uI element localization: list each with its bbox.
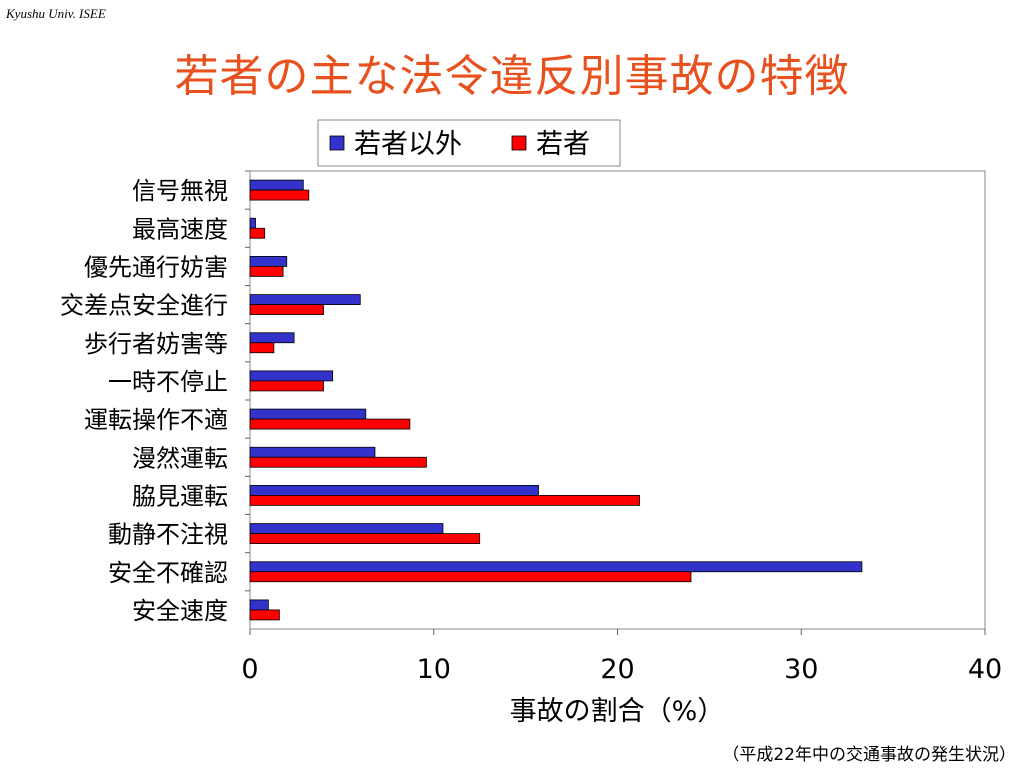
category-label: 最高速度 xyxy=(132,215,228,243)
x-tick-label: 30 xyxy=(784,654,818,685)
value-axis: 0 10 20 30 40 xyxy=(241,629,1002,685)
bar xyxy=(249,599,269,611)
bar xyxy=(249,380,324,392)
bar xyxy=(249,609,280,621)
legend: 若者以外 若者 xyxy=(317,119,621,167)
category-label: 運転操作不適 xyxy=(84,406,228,434)
bar xyxy=(249,342,275,354)
footnote: （平成22年中の交通事故の発生状況） xyxy=(722,745,1016,765)
bar xyxy=(249,523,444,534)
slide-title: 若者の主な法令違反別事故の特徴 xyxy=(174,51,850,102)
category-label: 一時不停止 xyxy=(108,368,228,396)
category-axis: 信号無視最高速度優先通行妨害交差点安全進行歩行者妨害等一時不停止運転操作不適漫然… xyxy=(60,170,250,625)
bar xyxy=(249,217,256,229)
x-tick-label: 20 xyxy=(600,654,634,685)
category-label: 安全不確認 xyxy=(108,559,228,587)
legend-swatch xyxy=(329,135,345,151)
legend-label: 若者以外 xyxy=(354,129,462,160)
bar xyxy=(249,266,284,277)
organization-label: Kyushu Univ. ISEE xyxy=(6,6,106,21)
legend-swatch xyxy=(511,135,527,151)
bars xyxy=(249,179,863,621)
bar xyxy=(249,294,361,305)
bar xyxy=(249,179,304,191)
bar xyxy=(249,485,539,496)
category-label: 漫然運転 xyxy=(132,444,228,472)
bar xyxy=(249,189,310,201)
category-label: 優先通行妨害 xyxy=(84,253,228,281)
bar xyxy=(249,227,266,239)
bar xyxy=(249,456,427,468)
x-axis-label: 事故の割合（%） xyxy=(510,696,725,727)
bar xyxy=(249,256,288,267)
legend-label: 若者 xyxy=(536,129,590,160)
category-label: 脇見運転 xyxy=(132,482,228,510)
bar xyxy=(249,332,295,344)
bar xyxy=(249,304,324,315)
legend-box xyxy=(317,119,621,167)
category-label: 交差点安全進行 xyxy=(60,292,228,320)
bar xyxy=(249,561,863,573)
bar xyxy=(249,495,640,506)
bar xyxy=(249,408,367,420)
plot-area xyxy=(249,170,986,630)
x-tick-label: 0 xyxy=(241,654,258,685)
category-label: 信号無視 xyxy=(132,177,228,205)
category-label: 動静不注視 xyxy=(108,521,228,549)
bar xyxy=(249,533,481,544)
bar xyxy=(249,418,411,430)
category-label: 安全速度 xyxy=(132,597,228,625)
bar xyxy=(249,370,334,382)
x-tick-label: 40 xyxy=(968,654,1002,685)
bar xyxy=(249,446,376,458)
category-label: 歩行者妨害等 xyxy=(84,330,228,358)
x-tick-label: 10 xyxy=(417,654,451,685)
bar xyxy=(249,571,692,583)
